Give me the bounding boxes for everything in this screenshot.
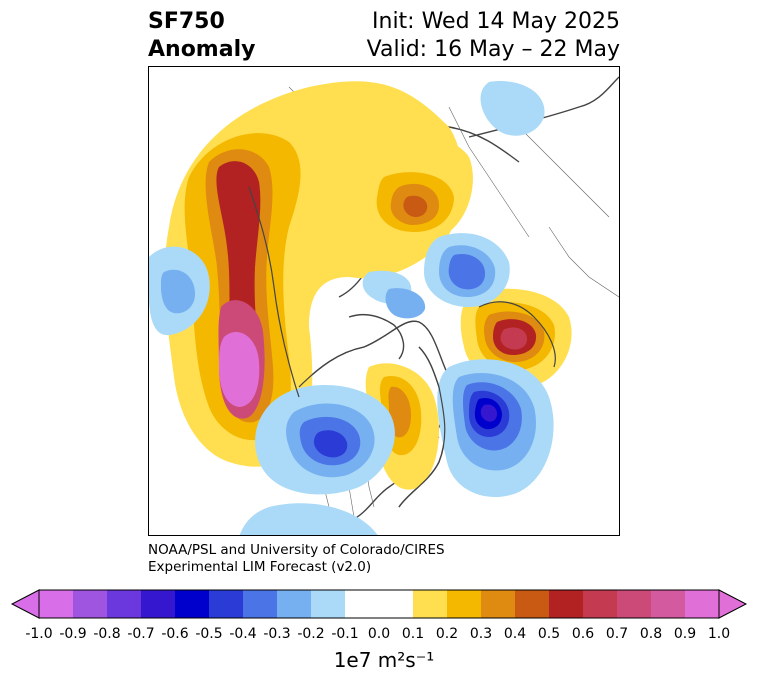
colorbar-cell <box>311 590 346 618</box>
colorbar-max-extend <box>718 589 748 619</box>
colorbar-tick-label: 0.1 <box>401 626 425 642</box>
title-line-2: Anomaly <box>148 37 256 62</box>
colorbar-tick-label: 1.0 <box>707 626 731 642</box>
colorbar-tick-label: 0.8 <box>639 626 663 642</box>
colorbar-cell <box>39 590 74 618</box>
forecast-dates: Init: Wed 14 May 2025 Valid: 16 May – 22… <box>367 8 620 64</box>
colorbar-cell <box>107 590 142 618</box>
colorbar-tick-label: -0.4 <box>229 626 257 642</box>
credit-text: NOAA/PSL and University of Colorado/CIRE… <box>148 542 445 576</box>
colorbar-tick-label: -0.8 <box>93 626 121 642</box>
init-date: Init: Wed 14 May 2025 <box>372 9 620 34</box>
title-line-1: SF750 <box>148 9 225 34</box>
colorbar-tick-label: -1.0 <box>25 626 53 642</box>
colorbar-tick-label: -0.2 <box>297 626 325 642</box>
colorbar-min-extend <box>10 589 40 619</box>
colorbar-cells <box>10 589 748 619</box>
colorbar-cell <box>243 590 278 618</box>
colorbar-tick-label: -0.3 <box>263 626 291 642</box>
colorbar-tick-label: -0.7 <box>127 626 155 642</box>
colorbar-tick-label: -0.5 <box>195 626 223 642</box>
colorbar-cell <box>685 590 720 618</box>
coastlines-overlay <box>248 186 556 508</box>
colorbar-cell <box>549 590 584 618</box>
colorbar-tick-label: 0.6 <box>571 626 595 642</box>
colorbar-tick-label: 0.0 <box>367 626 391 642</box>
colorbar-tick-label: 0.4 <box>503 626 527 642</box>
colorbar-tick-labels: -1.0 -0.9 -0.8 -0.7 -0.6 -0.5 -0.4 -0.3 -0.2 -0.1… <box>0 626 768 646</box>
colorbar-outline <box>38 589 720 619</box>
colorbar-tick-label: -0.1 <box>331 626 359 642</box>
colorbar-cell <box>583 590 618 618</box>
map-title: SF750 Anomaly <box>148 8 255 64</box>
colorbar-cell <box>141 590 176 618</box>
colorbar-cell <box>209 590 244 618</box>
colorbar-tick-label: -0.6 <box>161 626 189 642</box>
colorbar-cell <box>413 590 448 618</box>
colorbar-cell <box>379 590 414 618</box>
colorbar-cell <box>175 590 210 618</box>
colorbar-tick-label: 0.2 <box>435 626 459 642</box>
colorbar-tick-label: 0.7 <box>605 626 629 642</box>
credit-line-1: NOAA/PSL and University of Colorado/CIRE… <box>148 542 445 558</box>
colorbar-tick-label: 0.9 <box>673 626 697 642</box>
colorbar-cell <box>345 590 380 618</box>
map-panel <box>148 66 620 536</box>
colorbar <box>10 589 748 619</box>
valid-date: Valid: 16 May – 22 May <box>366 37 620 62</box>
colorbar-cell <box>515 590 550 618</box>
colorbar-cell <box>447 590 482 618</box>
credit-line-2: Experimental LIM Forecast (v2.0) <box>148 559 372 575</box>
colorbar-cell <box>651 590 686 618</box>
colorbar-cell <box>617 590 652 618</box>
positive-anomalies <box>164 81 572 490</box>
anomaly-map <box>149 76 619 535</box>
colorbar-units: 1e7 m²s⁻¹ <box>333 648 435 672</box>
colorbar-cell <box>481 590 516 618</box>
colorbar-cell <box>277 590 312 618</box>
negative-anomalies <box>149 81 554 535</box>
colorbar-tick-label: 0.3 <box>469 626 493 642</box>
colorbar-tick-label: 0.5 <box>537 626 561 642</box>
colorbar-cell <box>73 590 108 618</box>
colorbar-tick-label: -0.9 <box>59 626 87 642</box>
